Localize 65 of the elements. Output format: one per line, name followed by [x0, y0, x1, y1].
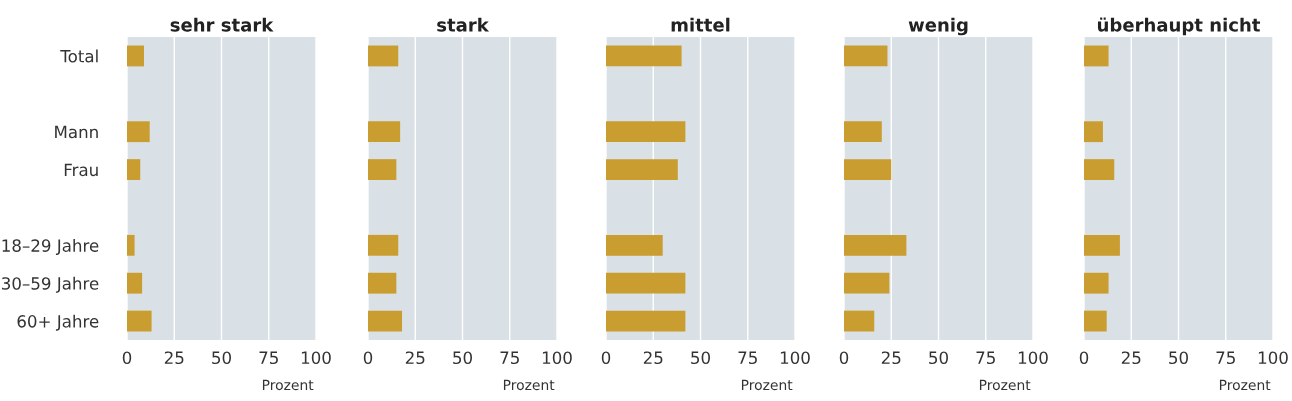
x-tick-label: 0	[122, 351, 132, 365]
bar	[127, 45, 145, 67]
bar	[127, 234, 135, 256]
x-axis-title: Prozent	[262, 379, 314, 391]
x-tick-label: 75	[738, 351, 757, 365]
x-tick-label: 25	[164, 351, 184, 365]
bar	[1084, 272, 1109, 294]
x-tick-label: 50	[453, 351, 472, 365]
bar	[844, 310, 875, 332]
x-axis-title: Prozent	[1219, 379, 1271, 391]
x-tick-label: 25	[405, 351, 425, 365]
chart-title: sehr stark	[170, 17, 274, 32]
x-tick-label: 100	[1018, 351, 1048, 365]
bar	[127, 310, 152, 332]
chart-title: stark	[437, 17, 490, 32]
bar	[844, 234, 907, 256]
bar	[1084, 45, 1109, 67]
x-tick-label: 75	[500, 351, 519, 365]
x-tick-label: 25	[881, 351, 901, 365]
x-tick-label: 50	[691, 351, 710, 365]
bar	[606, 121, 686, 143]
x-tick-label: 100	[780, 351, 810, 365]
bar	[1084, 121, 1103, 143]
x-tick-label: 0	[839, 351, 849, 365]
x-tick-label: 0	[1079, 351, 1089, 365]
chart-title: mittel	[671, 17, 730, 32]
x-tick-label: 0	[601, 351, 611, 365]
chart-title: überhaupt nicht	[1097, 17, 1261, 36]
x-axis-title: Prozent	[741, 379, 793, 391]
y-tick-label: 30–59 Jahre	[2, 276, 99, 293]
bar	[606, 159, 678, 180]
y-tick-label: Frau	[64, 163, 98, 177]
bar	[844, 272, 890, 294]
bar	[127, 272, 143, 294]
y-tick-label: Mann	[55, 125, 98, 139]
y-tick-label: Total	[60, 49, 98, 63]
x-tick-label: 50	[212, 351, 231, 365]
x-axis-title: Prozent	[503, 379, 555, 391]
y-tick-label: 18–29 Jahre	[2, 238, 99, 255]
bar	[844, 121, 882, 143]
x-tick-label: 75	[259, 351, 278, 365]
chart-title: wenig	[908, 17, 968, 36]
bar	[1084, 159, 1115, 180]
bar	[1084, 234, 1120, 256]
x-tick-label: 50	[929, 351, 948, 365]
x-tick-label: 100	[542, 351, 572, 365]
x-tick-label: 75	[976, 351, 995, 365]
bar	[844, 45, 888, 67]
bar	[127, 121, 150, 143]
x-tick-label: 25	[643, 351, 663, 365]
x-tick-label: 25	[1121, 351, 1141, 365]
bar	[606, 234, 663, 256]
x-tick-label: 100	[301, 351, 331, 365]
bar	[127, 159, 141, 180]
bar	[844, 159, 892, 180]
y-tick-label: 60+ Jahre	[17, 314, 99, 331]
x-tick-label: 50	[1169, 351, 1188, 365]
bar	[606, 45, 682, 67]
bar	[1084, 310, 1107, 332]
x-tick-label: 100	[1258, 351, 1288, 365]
bar	[606, 310, 686, 332]
x-tick-label: 0	[363, 351, 373, 365]
x-axis-title: Prozent	[979, 379, 1031, 391]
x-tick-label: 75	[1216, 351, 1235, 365]
bar	[606, 272, 686, 294]
